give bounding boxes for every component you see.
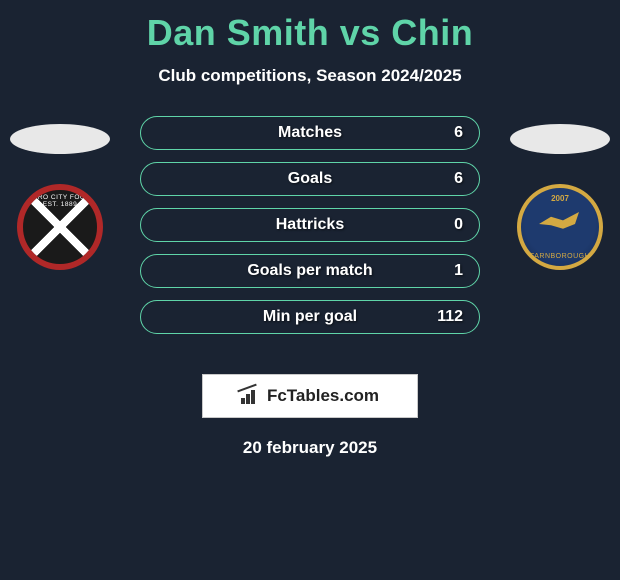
stat-row: Goals 6 xyxy=(140,162,480,196)
stat-row: Min per goal 112 xyxy=(140,300,480,334)
brand-box[interactable]: FcTables.com xyxy=(202,374,418,418)
player-left-column xyxy=(0,116,120,270)
date-text: 20 february 2025 xyxy=(0,438,620,458)
stat-label: Min per goal xyxy=(207,308,413,326)
club-crest-right: 2007 FARNBOROUGH xyxy=(517,184,603,270)
stats-list: Matches 6 Goals 6 Hattricks 0 Goals per … xyxy=(140,116,480,334)
club-crest-left xyxy=(17,184,103,270)
stat-right-value: 6 xyxy=(413,170,463,188)
stat-label: Goals xyxy=(207,170,413,188)
stat-right-value: 112 xyxy=(413,308,463,326)
stat-right-value: 1 xyxy=(413,262,463,280)
stat-label: Goals per match xyxy=(207,262,413,280)
crest-right-text: FARNBOROUGH xyxy=(521,253,599,260)
crest-right-year: 2007 xyxy=(521,194,599,203)
player-right-silhouette xyxy=(510,124,610,154)
bird-icon xyxy=(539,212,579,236)
stat-row: Matches 6 xyxy=(140,116,480,150)
stat-right-value: 6 xyxy=(413,124,463,142)
comparison-title: Dan Smith vs Chin xyxy=(0,0,620,54)
stat-right-value: 0 xyxy=(413,216,463,234)
comparison-main: 2007 FARNBOROUGH Matches 6 Goals 6 Hattr… xyxy=(0,116,620,356)
brand-text: FcTables.com xyxy=(267,386,379,406)
player-right-column: 2007 FARNBOROUGH xyxy=(500,116,620,270)
stat-label: Matches xyxy=(207,124,413,142)
stat-row: Hattricks 0 xyxy=(140,208,480,242)
stat-label: Hattricks xyxy=(207,216,413,234)
stat-row: Goals per match 1 xyxy=(140,254,480,288)
chart-icon xyxy=(241,388,261,404)
subtitle: Club competitions, Season 2024/2025 xyxy=(0,66,620,86)
player-left-silhouette xyxy=(10,124,110,154)
